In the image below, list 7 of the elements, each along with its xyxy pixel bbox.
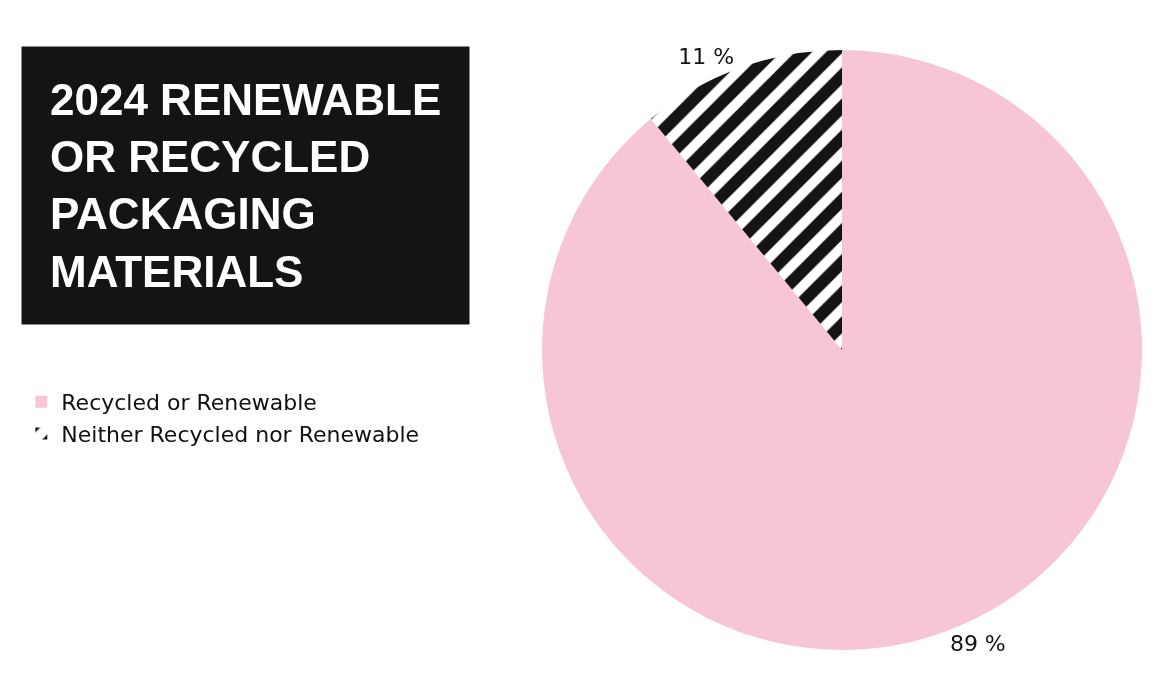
legend-label: Recycled or Renewable [61, 390, 317, 416]
legend-label: Neither Recycled nor Renewable [61, 421, 420, 447]
pie-slice [650, 50, 843, 350]
text: 2024 RENEWABLE OR RECYCLED PACKAGING MATERIALS [50, 75, 442, 296]
data-label: 89 % [949, 630, 1006, 656]
pie-slice [542, 50, 1142, 650]
data-label: 11 % [678, 44, 735, 70]
